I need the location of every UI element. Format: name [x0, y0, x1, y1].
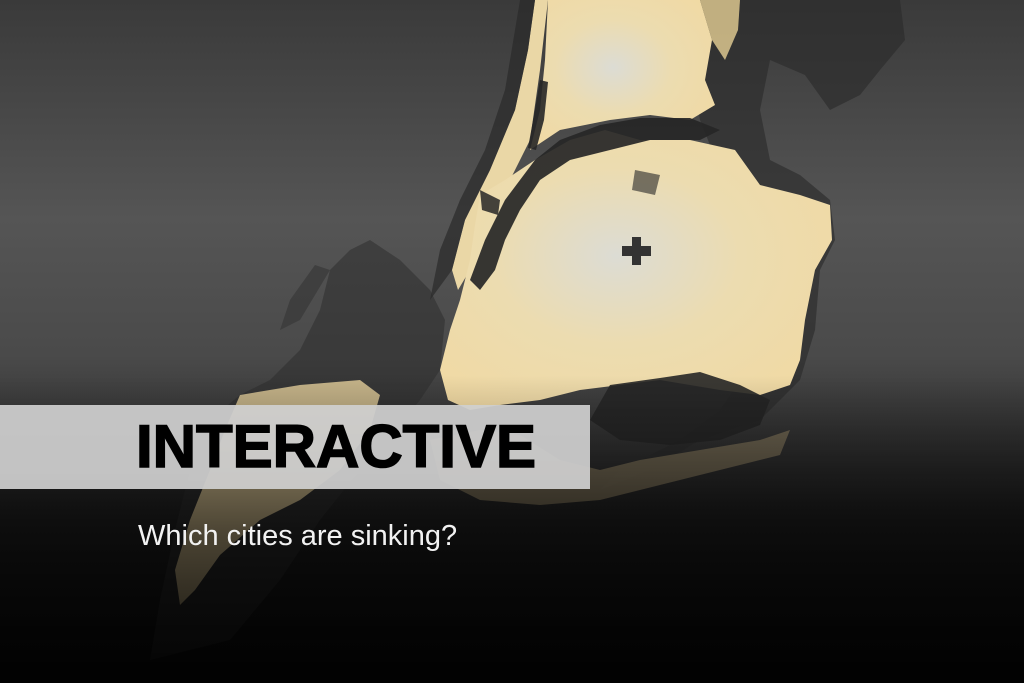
headline[interactable]: Which cities are sinking? — [138, 520, 458, 552]
banner-label: INTERACTIVE — [135, 413, 537, 480]
interactive-banner: INTERACTIVE — [0, 405, 590, 489]
